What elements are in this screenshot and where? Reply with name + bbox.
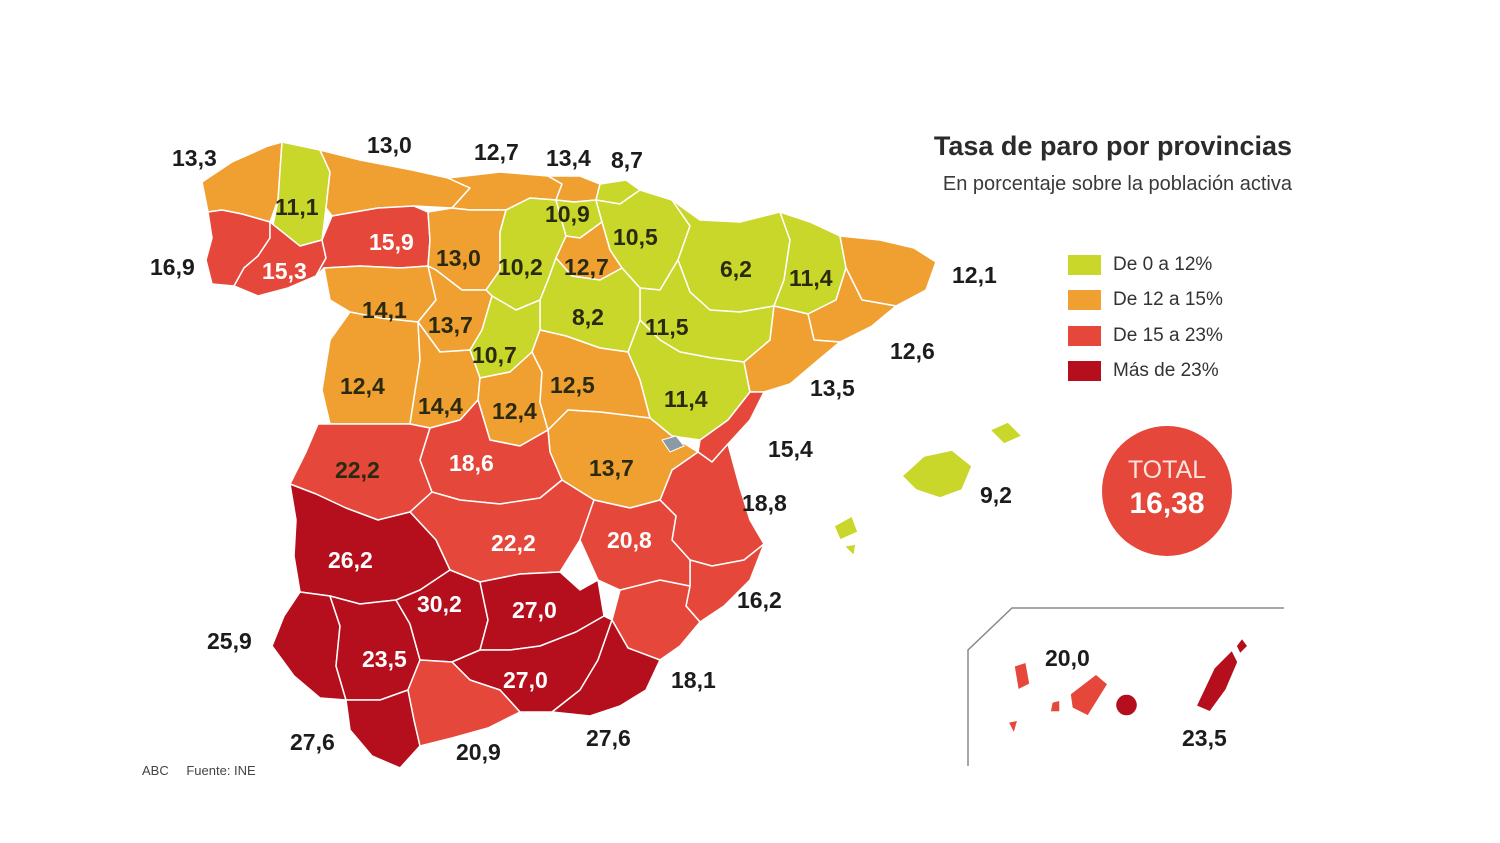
label-ourense: 15,3 (262, 258, 307, 284)
label-palencia: 13,0 (436, 245, 481, 271)
label-cordoba: 30,2 (417, 591, 462, 617)
legend-swatch-vhigh (1068, 361, 1101, 382)
label-valladolid: 13,7 (428, 312, 473, 338)
label-zaragoza: 6,2 (720, 256, 752, 282)
legend-swatch-high (1068, 325, 1101, 346)
region-ourense (233, 221, 327, 297)
label-granada: 27,0 (503, 667, 548, 693)
label-toledo: 18,6 (449, 450, 494, 476)
legend-label-vhigh: Más de 23% (1113, 360, 1219, 382)
label-ciudad-real: 22,2 (491, 530, 536, 556)
region-las-palmas (1114, 637, 1249, 717)
label-sevilla: 23,5 (362, 646, 407, 672)
source-brand: ABC (142, 763, 169, 778)
label-sc-tenerife: 20,0 (1045, 645, 1090, 671)
legend-label-high: De 15 a 23% (1113, 324, 1223, 346)
map-title: Tasa de paro por provincias (933, 131, 1292, 161)
label-girona: 12,1 (952, 262, 997, 288)
label-barcelona: 12,6 (890, 338, 935, 364)
label-pontevedra: 16,9 (150, 254, 195, 280)
legend: De 0 a 12% De 12 a 15% De 15 a 23% Más d… (1068, 247, 1223, 389)
label-gipuzkoa: 8,7 (611, 147, 643, 173)
label-burgos: 10,2 (498, 254, 543, 280)
legend-label-mid: De 12 a 15% (1113, 289, 1223, 311)
total-value: 16,38 (1129, 487, 1205, 520)
legend-item: De 12 a 15% (1068, 283, 1223, 319)
map-subtitle: En porcentaje sobre la población activa (942, 173, 1292, 195)
region-salamanca (321, 311, 421, 425)
label-badajoz: 26,2 (328, 547, 373, 573)
label-castellon: 15,4 (768, 436, 813, 462)
canarias-inset-frame (967, 607, 1284, 766)
legend-label-low: De 0 a 12% (1113, 253, 1213, 275)
label-asturias: 13,0 (367, 132, 412, 158)
label-cuenca: 13,7 (589, 455, 634, 481)
label-salamanca: 12,4 (340, 373, 385, 399)
region-asturias (319, 149, 471, 217)
region-albacete (579, 499, 691, 591)
region-cadiz (345, 689, 421, 769)
source-note: ABC Fuente: INE (142, 763, 256, 778)
label-cadiz: 27,6 (290, 729, 335, 755)
region-baleares (833, 421, 1023, 557)
label-jaen: 27,0 (512, 597, 557, 623)
label-soria: 8,2 (572, 304, 604, 330)
label-albacete: 20,8 (607, 527, 652, 553)
region-sc-tenerife (1007, 661, 1109, 735)
label-segovia: 10,7 (472, 342, 517, 368)
label-malaga: 20,9 (456, 739, 501, 765)
label-leon: 15,9 (369, 229, 414, 255)
label-huelva: 25,9 (207, 628, 252, 654)
label-lugo: 11,1 (275, 194, 319, 220)
label-cantabria: 12,7 (474, 139, 519, 165)
legend-swatch-mid (1068, 290, 1101, 311)
legend-item: Más de 23% (1068, 354, 1223, 390)
label-huesca: 11,4 (664, 386, 708, 412)
label-alicante: 16,2 (737, 587, 782, 613)
label-bizkaia: 13,4 (546, 145, 591, 171)
label-las-palmas: 23,5 (1182, 725, 1227, 751)
label-navarra: 10,5 (613, 224, 658, 250)
label-almeria: 27,6 (586, 725, 631, 751)
label-lleida: 11,4 (789, 265, 833, 291)
label-la-rioja: 12,7 (564, 254, 609, 280)
legend-item: De 0 a 12% (1068, 247, 1223, 283)
total-badge: TOTAL 16,38 (1102, 426, 1232, 556)
legend-swatch-low (1068, 254, 1101, 275)
legend-item: De 15 a 23% (1068, 318, 1223, 354)
label-caceres: 22,2 (335, 457, 380, 483)
label-zamora: 14,1 (362, 297, 407, 323)
label-alava: 10,9 (545, 201, 590, 227)
total-label: TOTAL (1127, 456, 1207, 484)
label-tarragona: 13,5 (810, 375, 855, 401)
label-avila: 14,4 (418, 393, 463, 419)
rincon-de-ademuz (661, 435, 685, 453)
source-text: Fuente: INE (186, 763, 256, 778)
label-baleares: 9,2 (980, 482, 1012, 508)
label-valencia: 18,8 (742, 490, 787, 516)
region-almeria (551, 619, 661, 717)
label-a-coruna: 13,3 (172, 145, 217, 171)
label-murcia: 18,1 (671, 667, 716, 693)
label-guadalajara: 12,5 (550, 372, 595, 398)
label-madrid: 12,4 (492, 398, 537, 424)
region-malaga (407, 659, 521, 747)
label-teruel: 11,5 (645, 314, 689, 340)
